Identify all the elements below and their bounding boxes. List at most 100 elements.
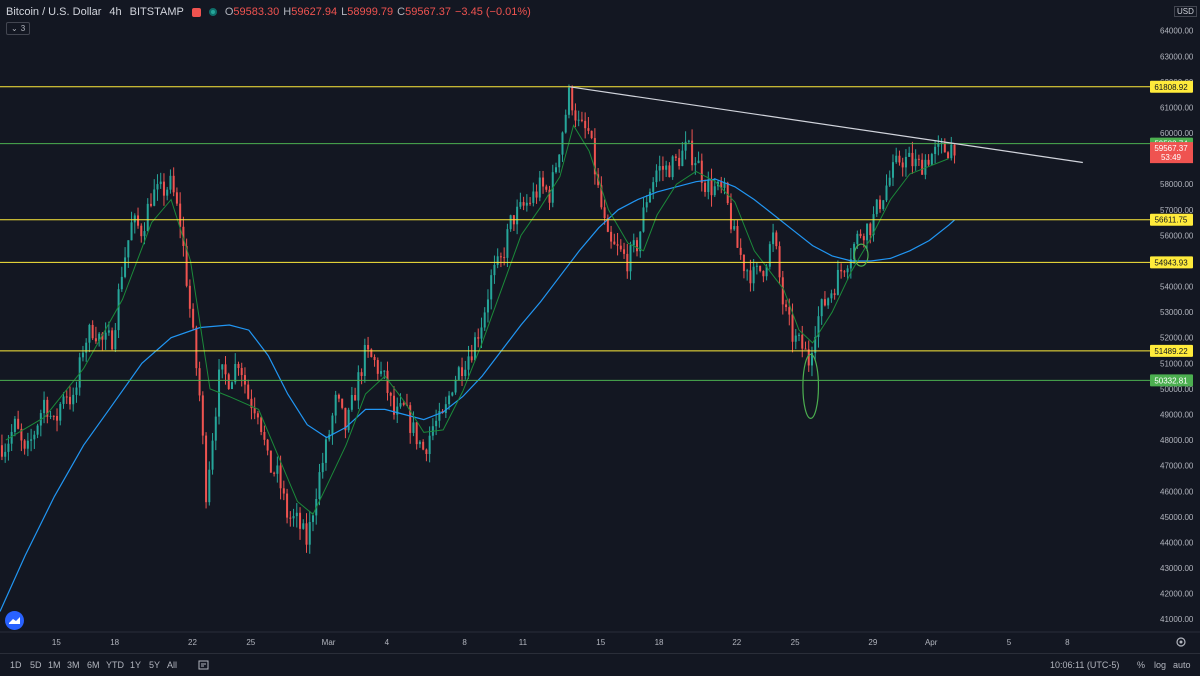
candle-up — [836, 260, 839, 296]
range-5y-button[interactable]: 5Y — [149, 660, 161, 670]
candle-body — [678, 157, 681, 167]
candle-down — [415, 422, 418, 450]
price-chart[interactable]: 41000.00 42000.00 43000.00 44000.00 45000.00… — [0, 0, 1200, 653]
candle-body — [499, 256, 502, 258]
time-tick-label: 15 — [596, 638, 605, 647]
candle-down — [749, 259, 752, 292]
market-status-icon — [208, 8, 217, 16]
range-6m-button[interactable]: 6M — [87, 660, 100, 670]
bottom-toolbar: 1D 5D 1M 3M 6M YTD 1Y 5Y All 10:06:11 (U… — [0, 653, 1200, 676]
candle-up — [564, 109, 567, 134]
range-1d-button[interactable]: 1D — [10, 660, 22, 670]
candle-down — [807, 340, 810, 372]
candle-up — [36, 423, 39, 439]
range-ytd-button[interactable]: YTD — [106, 660, 124, 670]
candle-up — [567, 84, 570, 119]
candle-down — [736, 220, 739, 248]
candle-up — [768, 241, 771, 270]
candle-body — [493, 264, 496, 276]
candle-body — [590, 130, 593, 139]
price-label-text: 51489.22 — [1154, 347, 1188, 356]
auto-scale-toggle[interactable]: auto — [1173, 660, 1191, 670]
currency-label[interactable]: USD — [1174, 6, 1197, 17]
price-label-bg — [1150, 344, 1193, 357]
candle-body — [166, 189, 169, 196]
indicators-toggle-button[interactable]: ⌄ 3 — [6, 22, 31, 35]
candle-up — [888, 170, 891, 187]
candle-body — [114, 330, 117, 350]
candle-body — [904, 156, 907, 168]
candle-body — [755, 265, 758, 267]
range-3m-button[interactable]: 3M — [67, 660, 80, 670]
candle-up — [78, 352, 81, 396]
candle-up — [211, 433, 214, 475]
range-1m-button[interactable]: 1M — [48, 660, 61, 670]
time-tick-label: 8 — [1065, 638, 1070, 647]
candle-body — [247, 384, 250, 399]
candle-up — [684, 131, 687, 160]
percent-scale-toggle[interactable]: % — [1137, 660, 1146, 670]
candle-down — [23, 439, 26, 455]
candle-body — [198, 368, 201, 396]
candle-down — [477, 328, 480, 348]
candle-body — [862, 236, 865, 241]
candle-up — [798, 332, 801, 342]
candle-body — [901, 162, 904, 168]
candle-body — [23, 440, 26, 449]
candle-down — [269, 450, 272, 473]
candle-body — [697, 160, 700, 164]
candle-up — [85, 338, 88, 362]
candle-body — [153, 189, 156, 206]
candle-body — [461, 367, 464, 377]
candle-down — [548, 185, 551, 211]
clock-time[interactable]: 10:06:11 (UTC-5) — [1050, 660, 1120, 670]
candle-body — [305, 523, 308, 545]
candle-down — [587, 117, 590, 135]
candle-down — [610, 225, 613, 249]
time-tick-label: 22 — [188, 638, 197, 647]
price-tick-label: 41000.00 — [1160, 615, 1194, 624]
price-label-text: 61808.92 — [1154, 83, 1188, 92]
range-5d-button[interactable]: 5D — [30, 660, 42, 670]
candle-body — [869, 223, 872, 236]
candle-body — [266, 439, 269, 451]
log-scale-toggle[interactable]: log — [1154, 660, 1167, 670]
go-to-date-icon[interactable] — [198, 659, 209, 670]
symbol-name[interactable]: Bitcoin / U.S. Dollar — [6, 6, 102, 18]
candle-down — [785, 299, 788, 312]
candle-body — [810, 353, 813, 366]
candle-down — [354, 387, 357, 401]
candle-body — [4, 451, 7, 457]
candle-down — [52, 415, 55, 421]
candle-down — [240, 362, 243, 387]
candle-down — [580, 111, 583, 123]
candle-up — [350, 386, 353, 412]
candle-up — [454, 375, 457, 395]
flag-icon[interactable] — [191, 7, 201, 17]
range-all-button[interactable]: All — [167, 660, 178, 670]
candle-body — [674, 156, 677, 158]
tradingview-logo-icon[interactable] — [5, 611, 24, 630]
close-value: 59567.37 — [405, 6, 451, 18]
current-price-text: 59567.37 — [1154, 144, 1188, 153]
candle-body — [179, 203, 182, 227]
candle-body — [924, 159, 927, 175]
candle-up — [885, 174, 888, 203]
candle-up — [81, 345, 84, 362]
interval-label[interactable]: 4h — [109, 6, 122, 18]
candle-body — [794, 335, 797, 342]
price-label-text: 54943.93 — [1154, 258, 1188, 267]
candle-body — [418, 441, 421, 445]
candle-down — [574, 103, 577, 128]
candle-body — [853, 243, 856, 260]
candle-body — [451, 392, 454, 396]
candle-body — [891, 162, 894, 178]
candle-body — [577, 119, 580, 121]
candle-body — [65, 396, 68, 398]
range-1y-button[interactable]: 1Y — [130, 660, 142, 670]
candle-up — [464, 360, 467, 380]
candle-body — [914, 158, 917, 167]
high-key: H — [283, 6, 292, 18]
candle-body — [149, 203, 152, 206]
